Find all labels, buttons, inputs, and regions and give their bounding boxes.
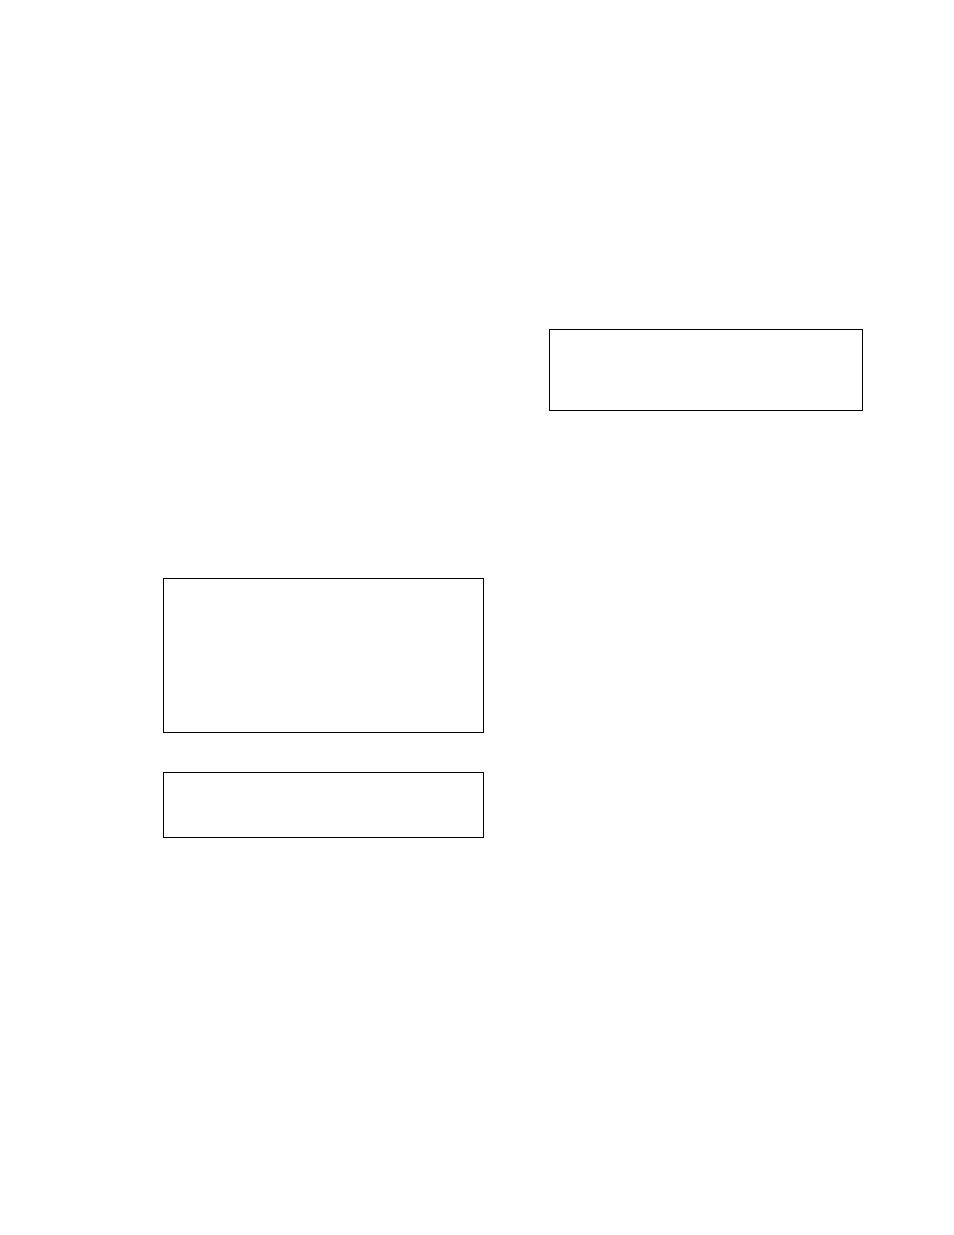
rectangle-top-right: [549, 329, 863, 411]
rectangle-mid-left: [163, 578, 484, 733]
rectangle-bottom-left: [163, 772, 484, 838]
page-canvas: [0, 0, 954, 1235]
